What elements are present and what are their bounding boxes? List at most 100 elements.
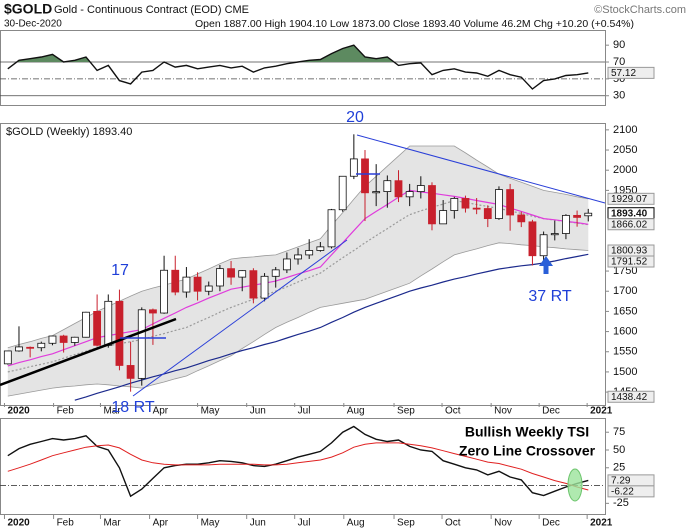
y-tick-label: 75	[613, 426, 625, 438]
candle-body	[539, 234, 548, 257]
candle-body	[182, 276, 191, 293]
y-tick-label: 25	[613, 462, 625, 474]
value-box	[607, 255, 655, 268]
value-box-label: 1866.02	[611, 219, 648, 230]
candle-body	[82, 311, 90, 338]
annotation: 20	[346, 109, 364, 126]
candle-body	[282, 258, 291, 271]
candle-body	[227, 268, 235, 278]
x-tick-label: Feb	[57, 406, 75, 417]
overbought-fill	[16, 45, 394, 63]
candle-body	[48, 335, 57, 344]
series-line	[7, 44, 589, 90]
candle-body	[405, 191, 414, 198]
band-line	[7, 242, 589, 397]
x-tick-label: Aug	[347, 406, 365, 417]
candle-body	[305, 250, 314, 256]
y-tick-label: 1500	[613, 366, 637, 378]
y-tick-label: 2100	[613, 124, 637, 136]
price-info: Open 1887.00 High 1904.10 Low 1873.00 Cl…	[195, 18, 634, 30]
date: 30-Dec-2020	[4, 19, 62, 30]
x-tick-label: Nov	[494, 406, 512, 417]
x-tick-label: 2021	[590, 406, 613, 417]
candle-body	[271, 269, 280, 277]
value-box-label: 1800.93	[611, 246, 648, 257]
candle-body	[149, 309, 157, 314]
x-tick-label: Nov	[494, 518, 512, 529]
x-tick-label: May	[201, 406, 220, 417]
candle-body	[238, 270, 247, 278]
value-box-label: 1438.42	[611, 392, 648, 403]
rsi-panel	[0, 30, 606, 106]
y-tick-label: 2050	[613, 144, 637, 156]
series-line	[7, 442, 589, 491]
value-box-label: 1929.07	[611, 194, 648, 205]
candle-body	[15, 346, 23, 352]
candle-body	[260, 275, 269, 299]
x-tick-label: 2021	[590, 518, 613, 529]
candle-body	[550, 233, 559, 236]
x-tick-label: Mar	[103, 518, 121, 529]
candle-body	[372, 191, 381, 194]
candle-body	[528, 221, 537, 257]
candle-body	[338, 175, 347, 211]
candle-body	[294, 254, 302, 260]
candle-body	[394, 180, 403, 198]
price-panel	[0, 123, 606, 406]
candle-body	[3, 350, 12, 365]
value-box	[607, 66, 655, 79]
x-tick-label: Jun	[250, 406, 266, 417]
x-tick-label: 2020	[7, 518, 30, 529]
value-box	[607, 218, 655, 231]
x-tick-label: Sep	[397, 406, 415, 417]
candle-body	[215, 268, 224, 287]
value-box-label: 7.29	[611, 476, 631, 487]
y-tick-label: 2000	[613, 164, 637, 176]
candle-body	[327, 209, 336, 248]
x-tick-label: Sep	[397, 518, 415, 529]
trendline	[132, 239, 348, 397]
annotation: Zero Line Crossover	[459, 443, 596, 459]
annotation: Bullish Weekly TSI	[465, 424, 589, 440]
y-tick-label: 50	[613, 444, 625, 456]
x-tick-label: Dec	[542, 518, 560, 529]
candle-body	[361, 158, 369, 194]
x-tick-label: May	[201, 518, 220, 529]
candle-body	[93, 311, 102, 346]
trendline	[0, 317, 177, 387]
candle-body	[428, 185, 436, 225]
x-tick-label: Jul	[298, 518, 311, 529]
x-tick-label: Apr	[153, 406, 169, 417]
trendlines	[0, 134, 606, 502]
candle-body	[416, 185, 425, 192]
candle-body	[249, 270, 258, 299]
y-tick-label: 1750	[613, 265, 637, 277]
value-box-label: -6.22	[611, 487, 634, 498]
annotation: 37 RT	[528, 288, 572, 305]
candle-body	[37, 342, 46, 349]
candle-body	[204, 285, 213, 292]
series-line	[74, 253, 589, 401]
y-tick-label: 30	[613, 90, 625, 102]
candle-body	[59, 335, 68, 343]
value-box-label: 57.12	[611, 68, 636, 79]
highlight	[567, 468, 583, 502]
candle-body	[495, 189, 503, 220]
candle-body	[450, 198, 459, 211]
symbol: $GOLD	[4, 1, 52, 17]
tsi-panel	[0, 418, 606, 515]
y-tick-label: 1650	[613, 305, 637, 317]
x-tick-label: Oct	[445, 518, 461, 529]
candle-body	[349, 158, 358, 177]
trendline	[356, 134, 606, 204]
x-tick-label: Dec	[542, 406, 560, 417]
value-box	[607, 192, 655, 205]
candle-body	[461, 198, 470, 209]
y-tick-label: 90	[613, 39, 625, 51]
arrow	[539, 256, 553, 274]
candle-body	[383, 180, 392, 192]
annotation: 17	[111, 262, 129, 279]
candle-body	[115, 300, 124, 366]
value-box	[607, 390, 655, 403]
